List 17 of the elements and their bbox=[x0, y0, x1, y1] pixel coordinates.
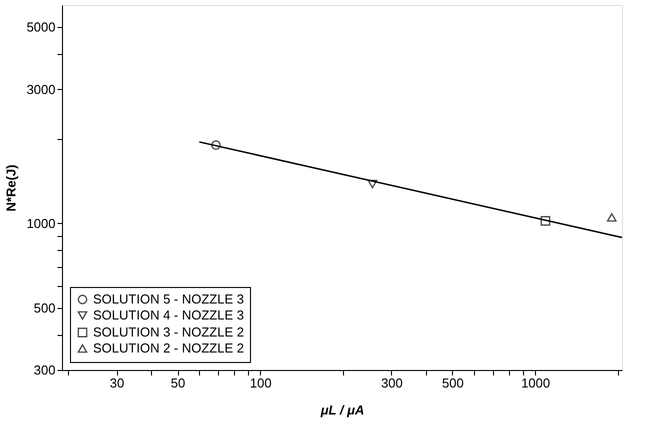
x-axis-title: μL / μA bbox=[320, 402, 364, 418]
legend-label: SOLUTION 4 - NOZZLE 3 bbox=[93, 308, 244, 322]
y-axis-title: N*Re(J) bbox=[4, 164, 19, 212]
x-tick-label: 300 bbox=[381, 376, 403, 390]
y-tick-label: 300 bbox=[34, 362, 56, 378]
legend-label: SOLUTION 5 - NOZZLE 3 bbox=[93, 292, 244, 306]
y-tick-label: 3000 bbox=[26, 82, 56, 97]
legend-label: SOLUTION 2 - NOZZLE 2 bbox=[93, 340, 244, 356]
x-tick-label: 50 bbox=[170, 376, 186, 390]
y-tick-label: 1000 bbox=[26, 216, 56, 231]
legend-label: SOLUTION 3 - NOZZLE 2 bbox=[93, 324, 244, 340]
x-tick-label: 500 bbox=[442, 376, 464, 390]
x-tick-label: 1000 bbox=[521, 376, 550, 390]
x-tick-label: 30 bbox=[110, 376, 124, 390]
y-tick-label: 500 bbox=[34, 300, 56, 316]
x-tick-label: 100 bbox=[250, 376, 272, 390]
y-tick-label: 5000 bbox=[26, 20, 56, 35]
